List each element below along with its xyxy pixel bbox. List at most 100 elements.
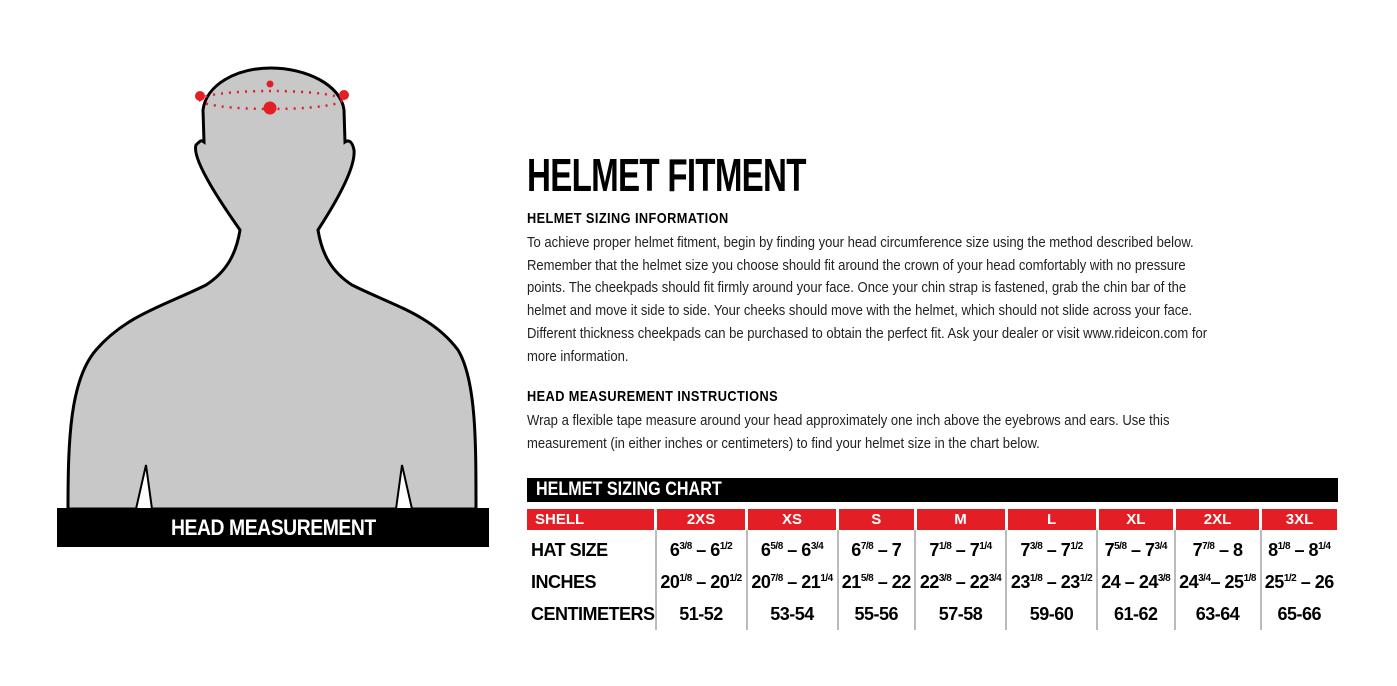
fraction: 7/8	[1202, 540, 1215, 552]
fraction: 7/8	[860, 540, 874, 552]
fraction: 3/8	[938, 572, 952, 584]
fraction: 1/8	[938, 540, 952, 552]
row-label: CENTIMETERS	[531, 603, 655, 624]
table-cell: 75/8 – 73/4	[1096, 530, 1175, 566]
fraction: 5/8	[860, 572, 874, 584]
tape-measure	[195, 80, 349, 115]
fraction: 1/4	[1318, 540, 1331, 552]
fraction: 3/4	[988, 572, 1002, 584]
fraction: 1/2	[1070, 540, 1083, 552]
value: – 7	[951, 539, 980, 560]
fraction: 3/8	[1157, 572, 1171, 584]
fraction: 7/8	[770, 572, 783, 584]
page-title: HELMET FITMENT	[527, 149, 806, 201]
value: 7	[1020, 539, 1030, 560]
table-cell: 207/8 – 211/4	[745, 566, 838, 598]
chart-title: HELMET SIZING CHART	[536, 479, 722, 500]
table-cell: 61-62	[1096, 598, 1175, 630]
value: 57-58	[938, 603, 983, 624]
table-cell: 77/8 – 8	[1173, 530, 1261, 566]
value: 6	[851, 539, 861, 560]
table-cell: 59-60	[1005, 598, 1098, 630]
fraction: 1/4	[979, 540, 992, 552]
value: – 23	[1042, 571, 1081, 592]
table-row: INCHES 201/8 – 201/2 207/8 – 211/4 215/8 – …	[527, 566, 1337, 598]
column-header: S	[836, 509, 916, 530]
value: 24	[1179, 571, 1199, 592]
fraction: 1/8	[679, 572, 692, 584]
table-row: HAT SIZE 63/8 – 61/2 65/8 – 63/4 67/8 – 7 71…	[527, 530, 1337, 566]
row-label: HAT SIZE	[531, 539, 608, 560]
column-header: SHELL	[527, 509, 656, 530]
fraction: 1/8	[1243, 572, 1257, 584]
value: – 25	[1210, 571, 1245, 592]
table-cell: 231/8 – 231/2	[1005, 566, 1098, 598]
table-cell: 215/8 – 22	[836, 566, 916, 598]
fraction: 5/8	[1114, 540, 1127, 552]
value: 55-56	[854, 603, 899, 624]
row-label: INCHES	[531, 571, 597, 592]
value: 8	[1268, 539, 1278, 560]
table-cell: 63-64	[1173, 598, 1261, 630]
value: 59-60	[1029, 603, 1074, 624]
table-cell: 243/4– 251/8	[1173, 566, 1261, 598]
fraction: 1/8	[1029, 572, 1043, 584]
value: – 6	[782, 539, 811, 560]
value: 20	[660, 571, 680, 592]
table-cell: 65-66	[1259, 598, 1337, 630]
fraction: 3/8	[1029, 540, 1043, 552]
table-cell: 57-58	[914, 598, 1007, 630]
table-cell: 53-54	[745, 598, 838, 630]
value: 23	[1010, 571, 1031, 592]
table-cell: 65/8 – 63/4	[745, 530, 838, 566]
fraction: 3/4	[1198, 572, 1211, 584]
fraction: 1/8	[1277, 540, 1291, 552]
table-cell: 63/8 – 61/2	[654, 530, 747, 566]
value: – 22	[873, 571, 912, 592]
table-cell: 71/8 – 71/4	[914, 530, 1007, 566]
value: – 6	[691, 539, 720, 560]
value: – 20	[691, 571, 730, 592]
sizing-table: SHELL 2XS XS S M L XL 2XL 3XL HAT SIZE 63/8 – 61/…	[527, 509, 1337, 630]
fraction: 3/8	[679, 540, 692, 552]
value: 53-54	[770, 603, 814, 624]
column-header: 3XL	[1259, 509, 1337, 530]
fraction: 1/4	[820, 572, 833, 584]
value: – 21	[782, 571, 821, 592]
value: – 8	[1290, 539, 1319, 560]
column-header: XS	[745, 509, 838, 530]
fraction: 1/2	[719, 540, 733, 552]
value: 6	[760, 539, 771, 560]
value: – 7	[873, 539, 902, 560]
table-cell: 251/2 – 26	[1259, 566, 1337, 598]
figure-caption: HEAD MEASUREMENT	[57, 508, 489, 547]
table-cell: 67/8 – 7	[836, 530, 916, 566]
value: – 7	[1042, 539, 1071, 560]
section-body: To achieve proper helmet fitment, begin …	[527, 235, 1208, 365]
value: 6	[669, 539, 680, 560]
value: 65-66	[1277, 603, 1322, 624]
fraction: 3/4	[810, 540, 824, 552]
fraction: 1/2	[1283, 572, 1297, 584]
section-heading: HELMET SIZING INFORMATION	[527, 210, 729, 227]
value: 7	[929, 539, 939, 560]
fraction: 1/2	[729, 572, 742, 584]
value: 24 – 24	[1101, 571, 1158, 592]
section-heading: HEAD MEASUREMENT INSTRUCTIONS	[527, 388, 779, 405]
value: 25	[1264, 571, 1285, 592]
value: 20	[751, 571, 771, 592]
column-header: 2XL	[1172, 509, 1261, 530]
value: 51-52	[679, 603, 723, 624]
head-silhouette-figure	[66, 66, 478, 511]
section-body: Wrap a flexible tape measure around your…	[527, 413, 1170, 452]
fraction: 5/8	[770, 540, 783, 552]
value: – 26	[1296, 571, 1335, 592]
column-header: L	[1004, 509, 1098, 530]
column-header: XL	[1095, 509, 1175, 530]
value: 61-62	[1114, 603, 1158, 624]
fraction: 3/4	[1154, 540, 1168, 552]
value: 63-64	[1195, 603, 1240, 624]
value: 7	[1192, 539, 1203, 560]
silhouette	[66, 66, 478, 511]
chart-title-bar: HELMET SIZING CHART	[527, 478, 1338, 502]
